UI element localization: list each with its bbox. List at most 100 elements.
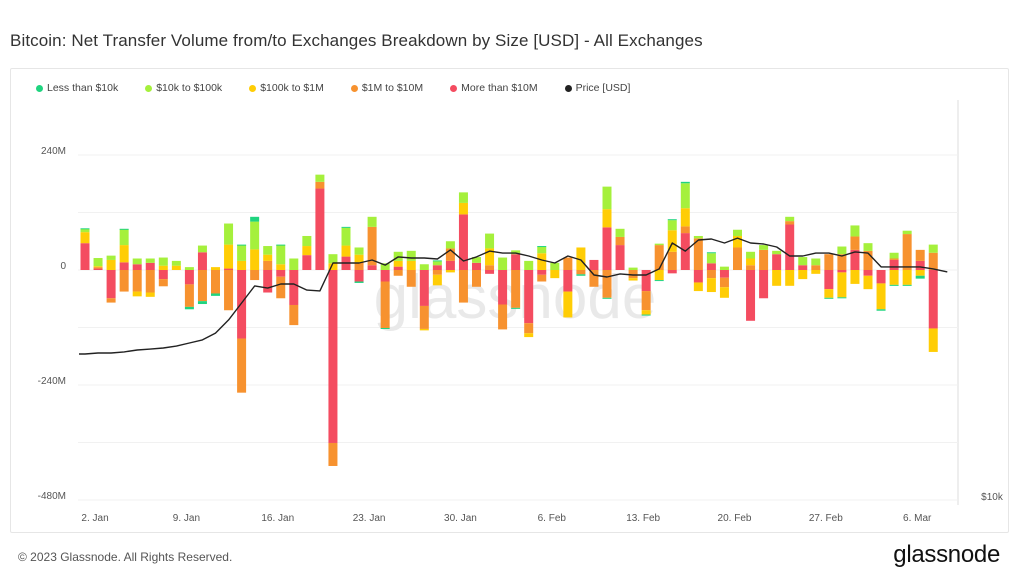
bar-segment--10k-to-100k <box>472 257 481 263</box>
bar-segment-less-than-10k <box>837 297 847 299</box>
chart-card <box>10 68 1009 533</box>
bar-segment--1m-to-10m <box>667 251 677 270</box>
bar-segment--100k-to-1m <box>145 292 155 297</box>
bar-segment--10k-to-100k <box>602 186 612 210</box>
bar-segment-more-than-10m <box>759 270 769 299</box>
bar-segment--1m-to-10m <box>224 270 234 311</box>
bar-segment--1m-to-10m <box>733 247 742 270</box>
legend-item[interactable]: $1M to $10M <box>350 82 424 94</box>
bar-segment-more-than-10m <box>158 270 168 280</box>
bar-segment--10k-to-100k <box>93 258 103 267</box>
bar-segment--100k-to-1m <box>393 260 403 267</box>
bar-segment-more-than-10m <box>458 214 468 270</box>
y-tick-label: -480M <box>38 491 66 502</box>
legend-item[interactable]: More than $10M <box>450 82 538 94</box>
chart-legend: Less than $10k $10k to $100k $100k to $1M $… <box>36 82 657 94</box>
bar-segment--100k-to-1m <box>576 247 586 270</box>
bar-segment--10k-to-100k <box>550 262 560 270</box>
bar-segment--100k-to-1m <box>341 245 351 257</box>
bar-segment-less-than-10k <box>211 293 220 296</box>
bar-segment-more-than-10m <box>889 259 899 270</box>
bar-segment--100k-to-1m <box>419 328 429 331</box>
bar-segment-less-than-10k <box>237 244 247 246</box>
bar-segment-more-than-10m <box>798 265 808 270</box>
bar-segment--100k-to-1m <box>915 270 925 276</box>
bar-segment--1m-to-10m <box>850 236 860 250</box>
bar-segment-more-than-10m <box>445 260 455 270</box>
bar-segment-less-than-10k <box>667 219 677 221</box>
bar-segment--10k-to-100k <box>302 235 312 247</box>
bar-segment--10k-to-100k <box>419 264 429 270</box>
bar-segment--100k-to-1m <box>563 291 573 318</box>
bar-segment--100k-to-1m <box>628 278 638 281</box>
bar-segment--1m-to-10m <box>589 270 599 287</box>
bar-segment--100k-to-1m <box>733 235 742 248</box>
bar-segment--1m-to-10m <box>759 249 769 270</box>
bar-segment--1m-to-10m <box>615 236 625 246</box>
bar-segment--10k-to-100k <box>928 244 938 253</box>
bar-segment-more-than-10m <box>119 262 129 270</box>
bar-segment--10k-to-100k <box>132 258 142 265</box>
bar-segment-less-than-10k <box>902 284 912 286</box>
bar-segment--100k-to-1m <box>837 272 847 298</box>
bar-segment--1m-to-10m <box>132 270 142 292</box>
bar-segment-more-than-10m <box>224 268 234 270</box>
bar-segment--10k-to-100k <box>224 223 234 245</box>
bar-segment--10k-to-100k <box>667 220 677 231</box>
x-tick-label: 6. Feb <box>538 513 567 524</box>
legend-label: $1M to $10M <box>361 82 424 94</box>
bar-segment--100k-to-1m <box>237 260 247 270</box>
bar-segment--10k-to-100k <box>863 243 873 251</box>
bar-segment-more-than-10m <box>824 270 834 290</box>
legend-item[interactable]: $10k to $100k <box>145 82 222 94</box>
x-tick-label: 16. Jan <box>261 513 294 524</box>
bar-segment--100k-to-1m <box>798 270 808 280</box>
bar-segment--10k-to-100k <box>328 254 338 264</box>
bar-segment-less-than-10k <box>706 252 716 254</box>
bar-segment--1m-to-10m <box>498 304 508 330</box>
bar-segment--100k-to-1m <box>641 310 651 315</box>
bar-segment--1m-to-10m <box>628 270 638 279</box>
bar-segment--10k-to-100k <box>524 260 534 270</box>
bar-segment--10k-to-100k <box>811 258 821 266</box>
bar-segment--100k-to-1m <box>889 270 899 285</box>
bar-segment--10k-to-100k <box>432 261 442 266</box>
bar-segment-less-than-10k <box>276 244 286 246</box>
bar-segment-more-than-10m <box>132 264 142 270</box>
bar-segment--1m-to-10m <box>93 267 103 269</box>
bar-segment--1m-to-10m <box>184 284 194 307</box>
bar-segment-more-than-10m <box>524 270 534 324</box>
bar-segment--100k-to-1m <box>772 270 782 286</box>
bar-segment--1m-to-10m <box>576 270 586 275</box>
bar-segment-more-than-10m <box>393 266 403 270</box>
bar-segment--100k-to-1m <box>263 254 273 261</box>
bar-segment--100k-to-1m <box>132 291 142 297</box>
bar-segment-more-than-10m <box>145 262 155 270</box>
bar-segment--1m-to-10m <box>315 181 325 189</box>
x-tick-label: 2. Jan <box>81 513 108 524</box>
bar-segment--10k-to-100k <box>341 227 351 246</box>
bar-segment--10k-to-100k <box>445 241 455 249</box>
bar-segment-more-than-10m <box>563 270 573 292</box>
bar-segment--100k-to-1m <box>876 283 886 310</box>
bar-segment--100k-to-1m <box>680 208 690 227</box>
bar-segment--10k-to-100k <box>354 247 364 255</box>
bar-segment-more-than-10m <box>498 270 508 305</box>
legend-item[interactable]: Less than $10k <box>36 82 118 94</box>
bar-segment--10k-to-100k <box>902 230 912 235</box>
bar-segment--100k-to-1m <box>537 253 547 270</box>
bar-segment--100k-to-1m <box>693 282 703 292</box>
bar-segment-more-than-10m <box>289 270 299 305</box>
bar-segment-more-than-10m <box>928 270 938 329</box>
legend-item[interactable]: $100k to $1M <box>249 82 324 94</box>
bar-segment--10k-to-100k <box>315 174 325 182</box>
bar-segment-more-than-10m <box>315 188 325 270</box>
bar-segment--100k-to-1m <box>93 266 103 268</box>
legend-item[interactable]: Price [USD] <box>564 82 631 94</box>
legend-label: Price [USD] <box>575 82 631 94</box>
bar-segment-more-than-10m <box>237 270 247 339</box>
bar-segment--10k-to-100k <box>733 229 742 236</box>
bar-segment--100k-to-1m <box>719 287 729 298</box>
bar-segment--100k-to-1m <box>785 270 795 286</box>
